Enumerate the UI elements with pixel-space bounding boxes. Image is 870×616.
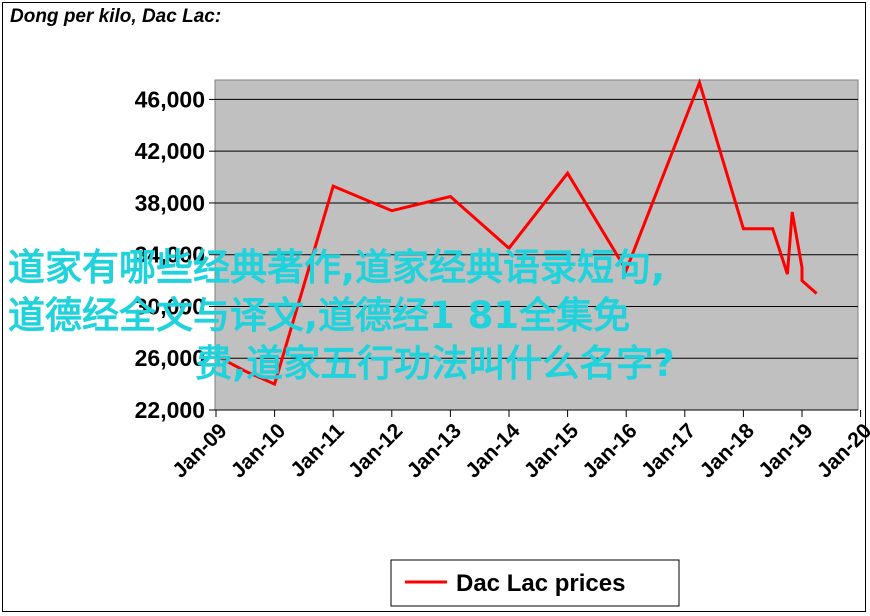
y-tick-label: 22,000 <box>135 397 205 423</box>
series-line-dac-lac <box>215 78 818 387</box>
x-tick-label: Jan-14 <box>461 419 525 483</box>
x-tick-label: Jan-12 <box>344 419 407 482</box>
chart-title: Dong per kilo, Dac Lac: <box>10 6 222 27</box>
x-tick-label: Jan-16 <box>578 419 641 482</box>
x-tick-label: Jan-18 <box>696 419 760 483</box>
y-tick-label: 26,000 <box>135 345 205 371</box>
legend-label: Dac Lac prices <box>456 570 625 597</box>
x-tick-label: Jan-19 <box>754 419 817 482</box>
x-tick-label: Jan-17 <box>637 419 700 482</box>
y-tick-label: 30,000 <box>135 293 205 319</box>
plot-area <box>214 79 859 411</box>
x-tick-label: Jan-11 <box>286 419 349 482</box>
x-tick-label: Jan-13 <box>403 419 466 482</box>
y-tick-label: 42,000 <box>135 138 205 164</box>
y-axis-ticks: 22,000 26,000 30,000 34,000 38,000 42,000 46,0… <box>135 86 215 423</box>
x-tick-label: Jan-15 <box>520 419 584 483</box>
gridlines <box>215 98 858 411</box>
y-tick-label: 34,000 <box>135 242 205 268</box>
x-tick-label: Jan-09 <box>168 419 231 482</box>
x-axis-ticks: Jan-09Jan-10Jan-11Jan-12Jan-13Jan-14Jan-… <box>168 410 870 483</box>
x-tick-label: Jan-20 <box>813 419 870 482</box>
x-tick-label: Jan-10 <box>227 419 290 482</box>
y-tick-label: 46,000 <box>135 86 205 112</box>
y-tick-label: 38,000 <box>135 190 205 216</box>
legend: Dac Lac prices <box>390 559 680 607</box>
